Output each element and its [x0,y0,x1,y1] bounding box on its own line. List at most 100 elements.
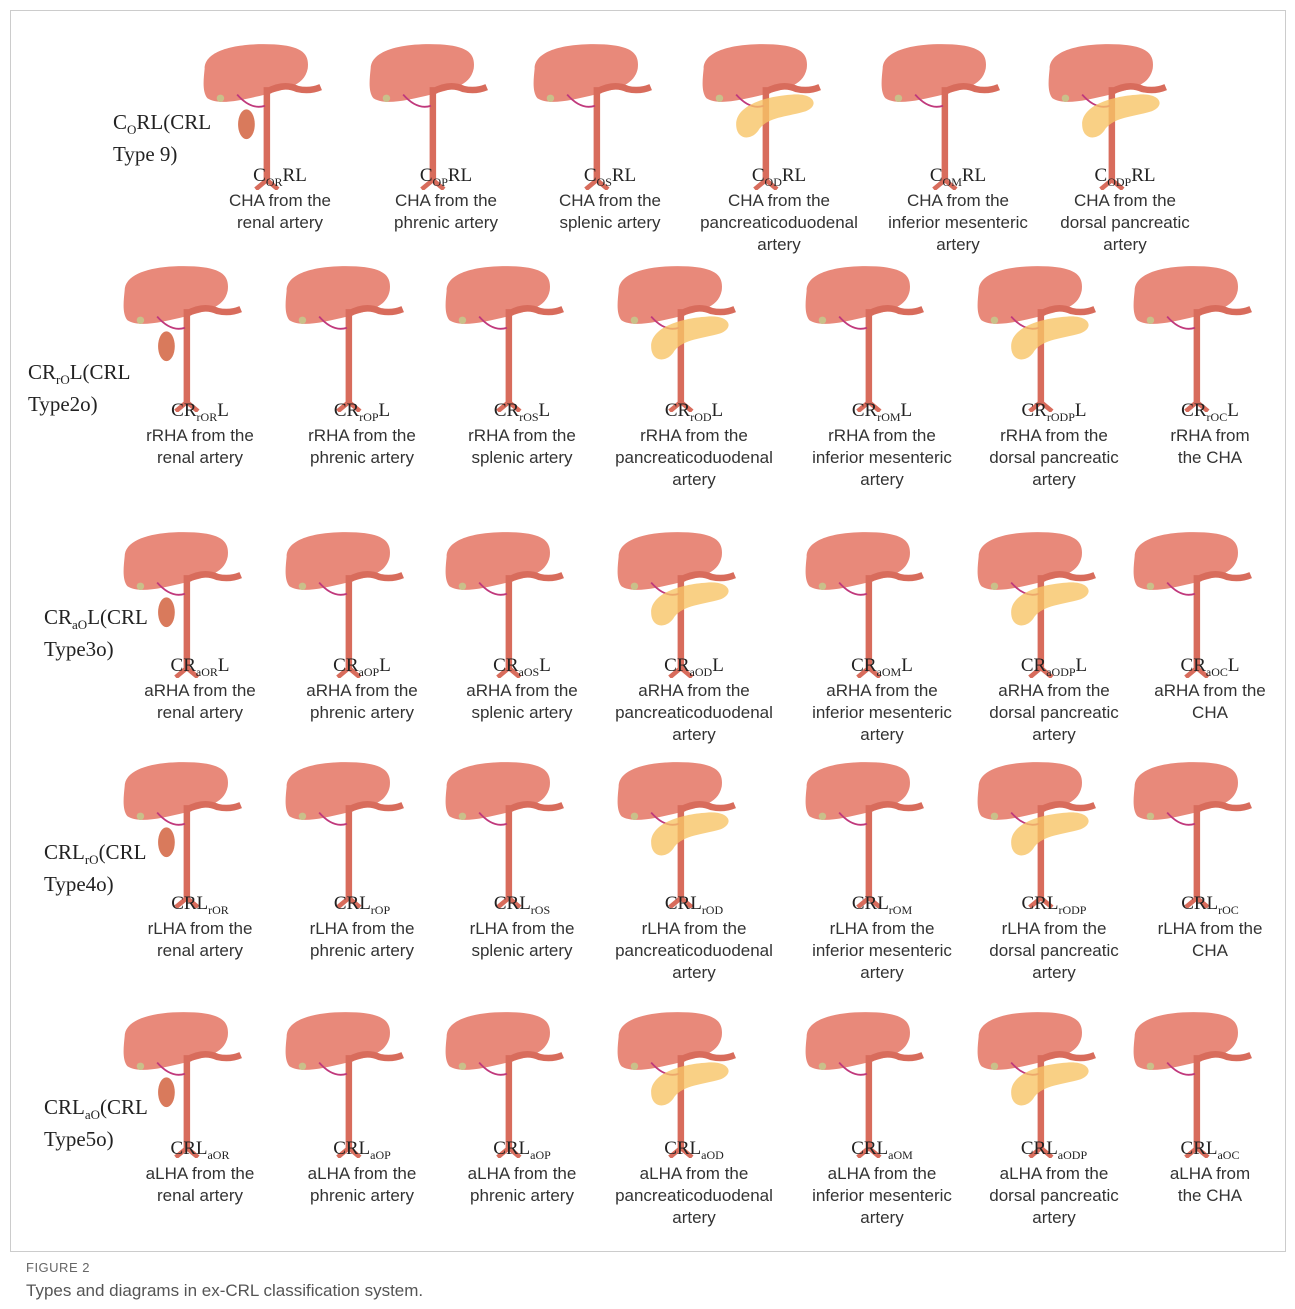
code-sub: rOP [371,903,390,917]
diagram-part [651,582,728,625]
diagram [802,1008,932,1158]
code-sub: aOR [207,1148,229,1162]
code-base: CRL [852,893,889,914]
description-line: CHA [1100,702,1295,724]
code-base: CRL [665,893,702,914]
code-sub: rOM [889,903,912,917]
diagram [614,1008,744,1158]
description-line: pancreaticoduodenal [584,447,804,469]
code-sub: OR [266,175,283,189]
diagram-part [1011,1062,1088,1105]
code-sub: rOR [197,410,218,424]
code-sub: OD [765,175,782,189]
code-base: CR [171,655,196,676]
type-code: CRaODL [584,655,804,683]
code-sub: rOC [1207,410,1228,424]
description: aLHA from thepancreaticoduodenalartery [584,1163,804,1229]
code-sub: rODP [1047,410,1075,424]
diagram-part [1134,762,1251,907]
code-base: CR [1021,655,1046,676]
diagram [1130,262,1260,412]
description-line: artery [944,469,1164,491]
row-label-sub: aO [85,1107,100,1122]
code-base: CRL [171,1138,208,1159]
code-tail: RL [962,165,986,186]
code-sub: aOR [196,665,218,679]
description-line: aRHA from the [584,680,804,702]
code-tail: L [539,655,551,676]
code-sub: aOP [370,1148,391,1162]
diagram-part [124,762,241,907]
diagram-part [1011,316,1088,359]
diagram-part [1134,266,1251,411]
description-line: aLHA from [1100,1163,1295,1185]
code-sub: OP [433,175,448,189]
code-base: CRL [171,893,208,914]
description-line: artery [944,962,1164,984]
code-tail: L [1228,655,1240,676]
diagram [802,262,932,412]
diagram-part [651,1062,728,1105]
row-label-sub: O [127,122,136,137]
description-line: the CHA [1100,447,1295,469]
description-line: CHA [1100,940,1295,962]
diagram-part [446,762,563,907]
code-tail: L [217,400,229,421]
code-base: CR [333,655,358,676]
code-sub: aOD [690,665,713,679]
diagram-part [158,827,175,857]
diagram-part [1082,94,1159,137]
code-base: C [752,165,765,186]
diagram-part [1134,1012,1251,1157]
code-tail: RL [448,165,472,186]
description-line: rRHA from the [584,425,804,447]
code-tail: RL [283,165,307,186]
description-line: pancreaticoduodenal [584,1185,804,1207]
diagram-part [1011,812,1088,855]
diagram [120,262,250,412]
code-tail: L [901,400,913,421]
code-tail: RL [1131,165,1155,186]
type-code: CRrODL [584,400,804,428]
code-base: CRL [1022,893,1059,914]
code-sub: aOP [530,1148,551,1162]
code-tail: L [1227,400,1239,421]
code-base: CR [1181,400,1206,421]
diagram-part [446,1012,563,1157]
code-sub: aOM [888,1148,913,1162]
code-tail: L [218,655,230,676]
row-label-base: CRL [44,1095,85,1119]
code-base: CRL [1181,1138,1218,1159]
description-line: aLHA from the [584,1163,804,1185]
code-tail: L [712,655,724,676]
diagram-part [736,94,813,137]
diagram [1130,758,1260,908]
diagram [614,262,744,412]
code-sub: rOS [531,903,550,917]
diagram-part [286,1012,403,1157]
description: rLHA from theCHA [1100,918,1295,962]
diagram-part [651,812,728,855]
caption-text: Types and diagrams in ex-CRL classificat… [26,1281,423,1301]
diagram [614,758,744,908]
code-tail: L [379,655,391,676]
code-tail: L [539,400,551,421]
page: FIGURE 2 Types and diagrams in ex-CRL cl… [0,0,1295,1309]
code-base: CRL [1181,893,1218,914]
row-label-base: CRL [44,840,85,864]
code-sub: aOD [701,1148,724,1162]
description-line: rRHA from [1100,425,1295,447]
code-base: CR [334,400,359,421]
code-tail: L [379,400,391,421]
row-label-line: CRrOL(CRL [28,360,130,392]
code-base: CRL [493,1138,530,1159]
description: rRHA from thepancreaticoduodenalartery [584,425,804,491]
code-tail: RL [782,165,806,186]
code-base: C [930,165,943,186]
diagram [974,262,1104,412]
diagram-part [238,109,255,139]
row-label: CORL(CRLType 9) [113,110,211,167]
